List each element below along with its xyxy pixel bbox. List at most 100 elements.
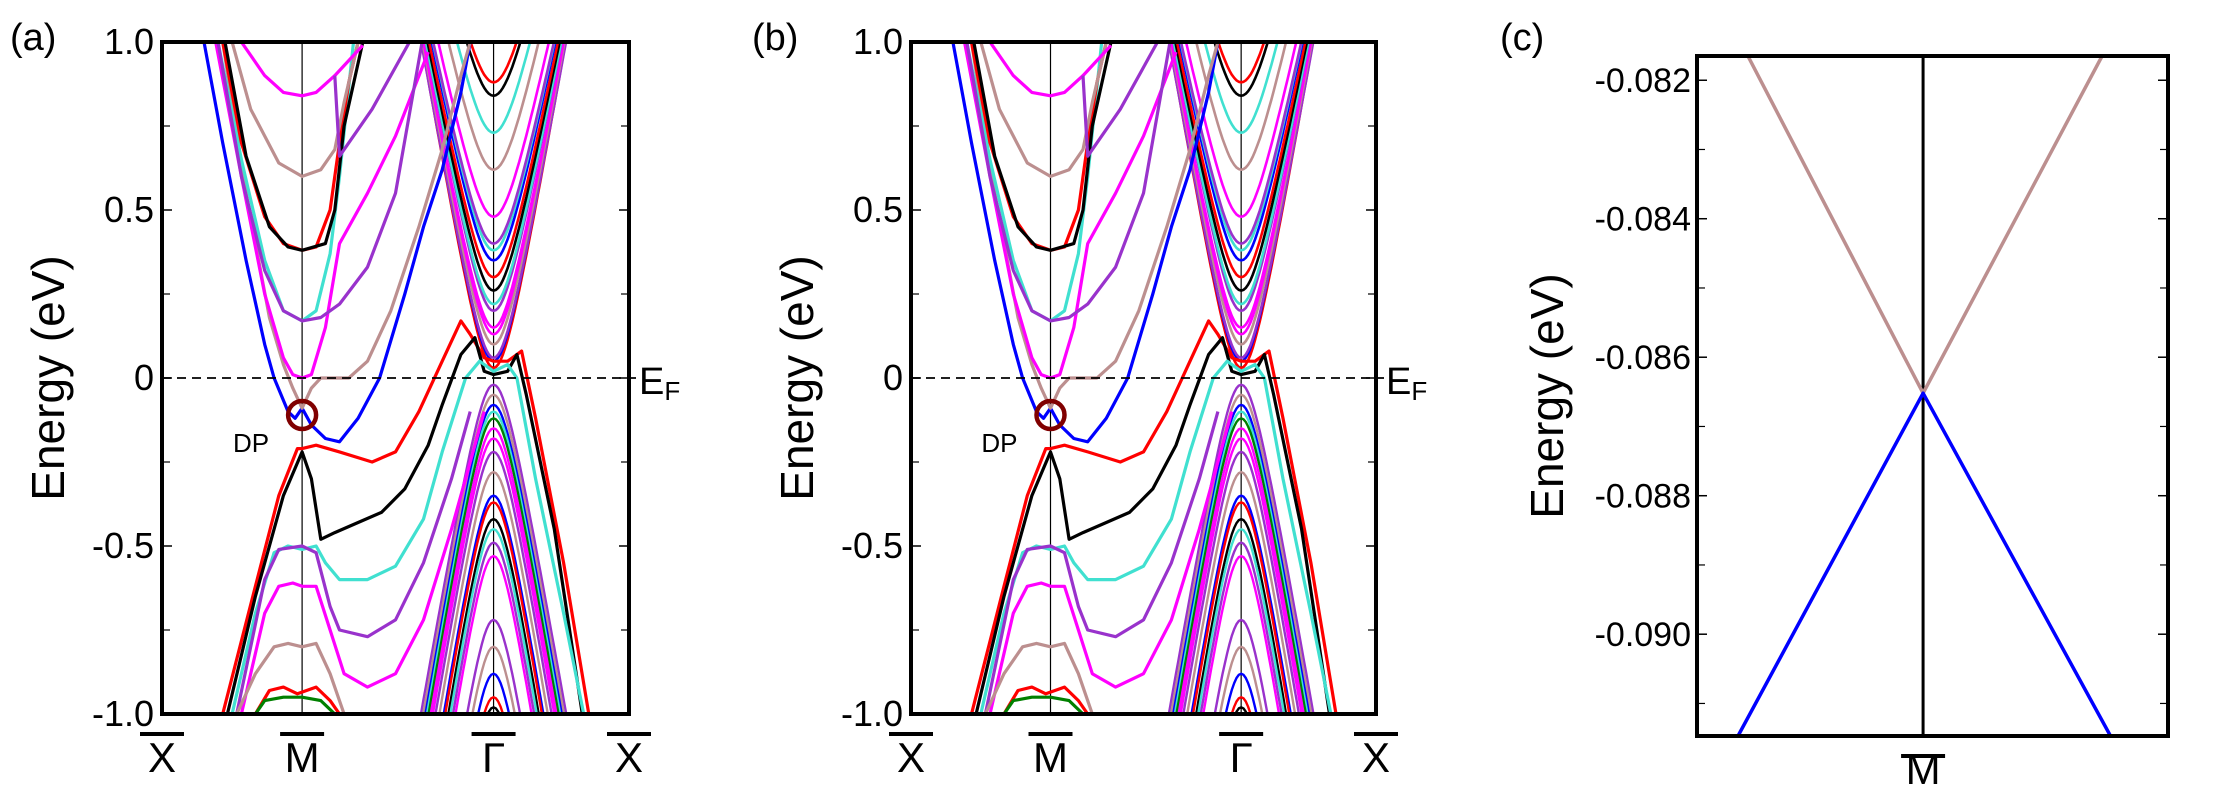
fermi-level-label: EF	[1386, 361, 1427, 406]
band-line	[1213, 42, 1270, 98]
band-line	[254, 685, 341, 714]
band-line	[1197, 528, 1286, 714]
band-line	[429, 427, 558, 714]
panel-label: (c)	[1500, 17, 1544, 59]
band-line	[969, 319, 1338, 714]
y-tick-label: 1.0	[104, 21, 154, 62]
band-line	[449, 528, 538, 714]
plot-area	[951, 42, 1338, 714]
band-line	[1203, 42, 1279, 134]
fermi-level-label: EF	[639, 361, 680, 406]
y-axis-label: Energy (eV)	[771, 255, 823, 500]
band-line	[1191, 501, 1291, 714]
x-tick-label: X	[1362, 734, 1390, 781]
band-line	[1218, 645, 1264, 714]
band-line	[254, 695, 336, 714]
band-line	[1199, 541, 1283, 714]
band-line	[221, 319, 591, 714]
band-line	[1002, 695, 1085, 714]
band-line	[225, 336, 584, 714]
y-tick-label: -0.5	[92, 525, 154, 566]
y-tick-label: -1.0	[92, 693, 154, 734]
band-line	[983, 411, 1220, 714]
band-line	[333, 42, 411, 158]
band-line	[1190, 494, 1292, 714]
band-line	[1186, 470, 1297, 714]
band-line	[974, 336, 1332, 714]
x-tick-label: M	[1906, 746, 1941, 790]
band-line	[465, 618, 522, 714]
band-line	[1172, 403, 1311, 714]
y-tick-label: 0	[134, 357, 154, 398]
y-tick-label: -0.090	[1595, 616, 1691, 654]
band-line	[425, 410, 562, 714]
band-line	[476, 672, 511, 714]
band-line	[1746, 56, 2104, 395]
panel-c: (c) Energy (eV) -0.082 -0.084 -0.086 -0.088 -0…	[1500, 17, 2170, 790]
band-line	[431, 437, 556, 714]
y-tick-label: 0	[883, 357, 903, 398]
band-line	[1173, 410, 1309, 714]
y-tick-label: -0.084	[1595, 201, 1691, 239]
band-line	[235, 411, 472, 714]
x-tick-label: X	[148, 734, 176, 781]
dirac-point-label: DP	[981, 428, 1017, 458]
y-tick-label: -1.0	[841, 693, 903, 734]
band-line	[1177, 427, 1305, 714]
band-line	[424, 403, 563, 714]
band-line	[1169, 393, 1313, 714]
band-line	[422, 393, 566, 714]
x-tick-label: X	[615, 734, 643, 781]
band-line	[454, 554, 533, 714]
y-tick-label: -0.5	[841, 525, 903, 566]
fermi-label-subscript: F	[1411, 376, 1427, 406]
dirac-point-label: DP	[233, 428, 269, 458]
plot-area	[1736, 56, 2113, 736]
band-line	[1179, 437, 1303, 714]
fermi-label-main: E	[639, 361, 664, 403]
x-tick-label: Γ	[1230, 734, 1253, 781]
band-line	[469, 42, 518, 84]
fermi-label-subscript: F	[664, 376, 680, 406]
band-line	[465, 42, 522, 98]
band-line	[1736, 391, 2113, 736]
panel-label: (a)	[10, 17, 56, 59]
y-axis-label: Energy (eV)	[22, 255, 74, 500]
band-line	[235, 641, 346, 714]
x-tick-label: X	[897, 734, 925, 781]
band-line	[455, 42, 532, 134]
band-line	[451, 541, 536, 714]
band-line	[442, 494, 545, 714]
band-line	[1216, 42, 1266, 84]
band-line	[444, 501, 544, 714]
band-line	[419, 383, 568, 714]
x-tick-label: Γ	[482, 734, 505, 781]
band-line	[983, 641, 1094, 714]
band-line	[223, 42, 365, 252]
y-axis-label: Energy (eV)	[1521, 273, 1573, 518]
y-tick-label: 1.0	[853, 21, 903, 62]
band-line	[230, 42, 360, 178]
y-tick-label: -0.086	[1595, 339, 1691, 377]
band-line	[1172, 42, 1310, 306]
x-tick-label: M	[285, 734, 320, 781]
band-line	[486, 706, 501, 714]
band-line	[447, 517, 540, 714]
band-line	[1195, 517, 1288, 714]
y-tick-label: 0.5	[853, 189, 903, 230]
band-line	[988, 411, 1234, 714]
band-line	[965, 42, 1172, 323]
band-line	[438, 470, 549, 714]
band-line	[1230, 696, 1252, 714]
band-line	[471, 645, 516, 714]
band-line	[1202, 554, 1281, 714]
band-line	[482, 696, 505, 714]
band-line	[216, 42, 424, 323]
band-line	[1081, 42, 1159, 158]
band-line	[951, 42, 1220, 444]
band-line	[972, 42, 1113, 252]
band-line	[1175, 417, 1308, 714]
band-line	[1234, 706, 1248, 714]
